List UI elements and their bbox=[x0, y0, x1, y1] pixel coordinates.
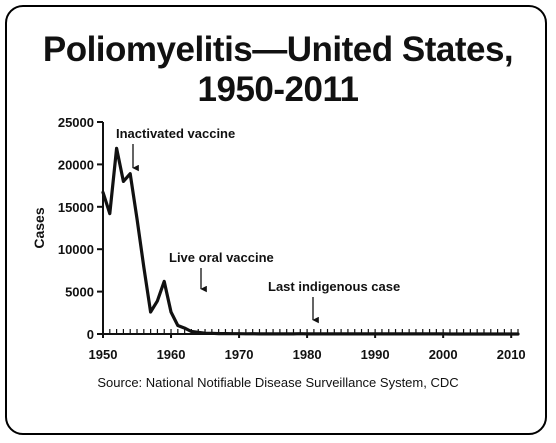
annotation-label: Live oral vaccine bbox=[169, 250, 274, 265]
x-tick-label: 1960 bbox=[157, 347, 186, 362]
x-tick-label: 1990 bbox=[361, 347, 390, 362]
x-tick-label: 1950 bbox=[89, 347, 118, 362]
chart-ticks: 0 5000 10000 15000 20000 25000 1950 1960 1970 198… bbox=[58, 115, 526, 362]
chart-annotations: Inactivated vaccine Live oral vaccine Last… bbox=[116, 126, 400, 324]
chart-axes bbox=[102, 122, 518, 335]
chart-title: Poliomyelitis—United States, 1950-2011 bbox=[0, 30, 556, 110]
x-tick-label: 2010 bbox=[497, 347, 526, 362]
chart-series bbox=[101, 146, 520, 336]
y-tick-label: 20000 bbox=[58, 157, 94, 172]
y-axis-label: Cases bbox=[31, 207, 47, 248]
y-tick-label: 10000 bbox=[58, 242, 94, 257]
x-tick-label: 2000 bbox=[429, 347, 458, 362]
chart-frame bbox=[5, 5, 547, 435]
source-note: Source: National Notifiable Disease Surv… bbox=[97, 375, 459, 390]
chart-title-line-1: Poliomyelitis—United States, bbox=[42, 30, 514, 69]
x-tick-label: 1980 bbox=[293, 347, 322, 362]
x-tick-label: 1970 bbox=[225, 347, 254, 362]
annotation-label: Last indigenous case bbox=[268, 279, 400, 294]
y-tick-label: 5000 bbox=[65, 285, 94, 300]
cases-series-line bbox=[101, 146, 520, 336]
y-tick-label: 0 bbox=[87, 327, 94, 342]
annotation-label: Inactivated vaccine bbox=[116, 126, 235, 141]
chart-title-line-2: 1950-2011 bbox=[197, 70, 359, 109]
y-tick-label: 25000 bbox=[58, 115, 94, 130]
y-tick-label: 15000 bbox=[58, 200, 94, 215]
